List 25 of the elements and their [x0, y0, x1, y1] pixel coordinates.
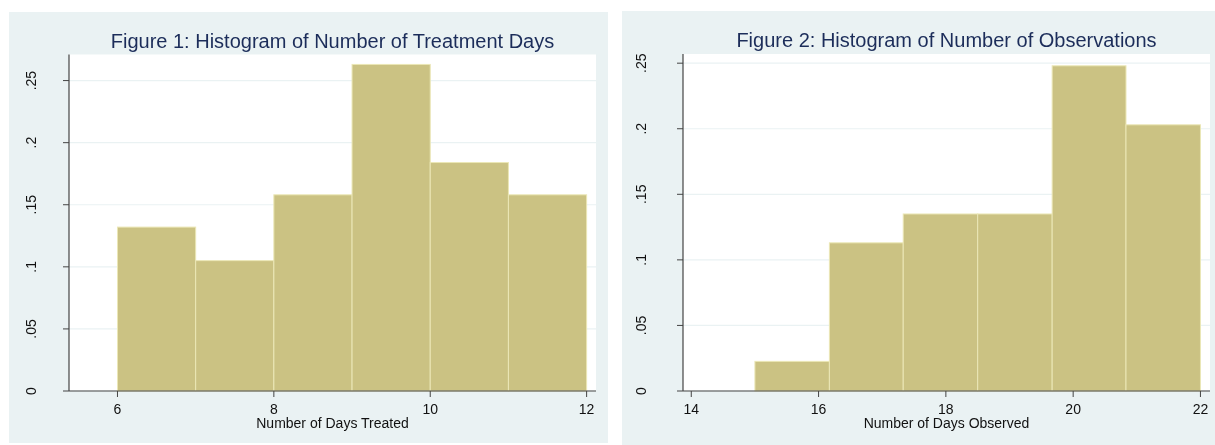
y-tick-label: .2: [633, 122, 649, 135]
x-tick-label: 18: [938, 401, 954, 417]
y-tick-label: .1: [23, 260, 39, 273]
y-tick-label: 0: [23, 386, 39, 395]
x-tick-label: 14: [683, 401, 700, 417]
x-tick-label: 10: [422, 401, 439, 417]
y-tick-label: 0: [633, 386, 649, 395]
x-axis-title: Number of Days Treated: [256, 415, 409, 431]
x-tick-label: 22: [1192, 401, 1209, 417]
x-tick-label: 16: [810, 401, 827, 417]
y-tick-label: .05: [23, 318, 39, 339]
x-axis-title: Number of Days Observed: [863, 415, 1030, 431]
y-tick-label: .25: [633, 53, 649, 73]
x-tick-label: 20: [1065, 401, 1082, 417]
y-tick-label: .15: [23, 194, 39, 215]
x-tick-label: 8: [269, 401, 278, 417]
y-tick-label: .25: [23, 70, 39, 91]
y-tick-label: .1: [633, 253, 649, 266]
y-tick-label: .2: [23, 136, 39, 149]
chart-title: Figure 1: Histogram of Number of Treatment Days: [110, 29, 555, 52]
chart-title: Figure 2: Histogram of Number of Observations: [736, 29, 1157, 51]
x-tick-label: 6: [113, 401, 122, 417]
y-tick-label: .15: [633, 184, 649, 205]
x-tick-label: 12: [578, 401, 595, 417]
y-tick-label: .05: [633, 315, 649, 336]
